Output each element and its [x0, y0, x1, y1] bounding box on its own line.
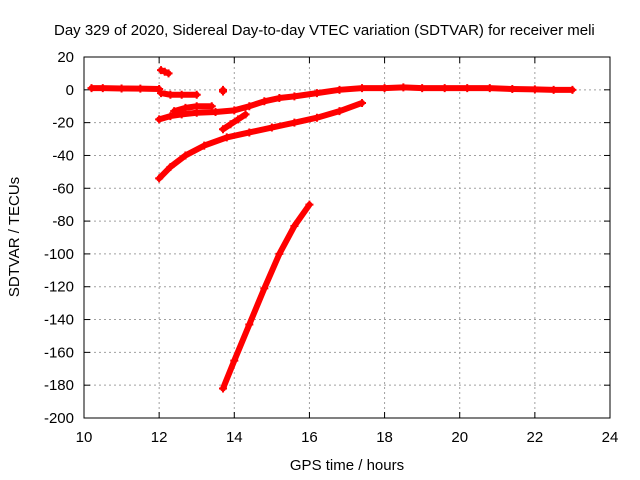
data-point: [335, 107, 344, 116]
x-tick-label: 14: [226, 429, 243, 446]
data-point: [226, 120, 235, 129]
data-point: [290, 92, 299, 101]
data-point: [219, 85, 228, 94]
data-point: [155, 174, 164, 183]
data-point: [358, 84, 367, 93]
chart-title: Day 329 of 2020, Sidereal Day-to-day VTE…: [54, 22, 595, 39]
data-point: [358, 98, 367, 107]
y-tick-label: 20: [57, 49, 74, 66]
x-tick-label: 20: [451, 429, 468, 446]
data-point: [164, 69, 173, 78]
data-point: [312, 113, 321, 122]
y-axis-label: SDTVAR / TECUs: [6, 177, 23, 297]
data-point: [508, 84, 517, 93]
y-tick-label: -140: [44, 312, 74, 329]
data-point: [157, 89, 166, 98]
data-point: [166, 112, 175, 121]
data-point: [98, 84, 107, 93]
axis-ticks: [83, 56, 611, 419]
data-point: [211, 107, 220, 116]
data-point: [192, 102, 201, 111]
x-axis-label: GPS time / hours: [290, 457, 404, 474]
data-point: [245, 320, 254, 329]
y-tick-label: -40: [52, 147, 74, 164]
data-point: [335, 85, 344, 94]
data-point: [181, 151, 190, 160]
plot-frame: [83, 56, 611, 419]
series-4-track: [171, 103, 215, 115]
data-point: [219, 125, 228, 134]
data-point: [485, 84, 494, 93]
data-point: [418, 84, 427, 93]
y-tick-label: -120: [44, 279, 74, 296]
y-tick-label: -80: [52, 213, 74, 230]
data-point: [305, 200, 314, 209]
y-tick-label: -20: [52, 115, 74, 132]
data-point: [157, 66, 166, 75]
data-point: [290, 118, 299, 127]
data-point: [87, 84, 96, 93]
x-tick-label: 10: [76, 429, 93, 446]
series-2-track: [158, 90, 200, 98]
x-tick-labels: 10 12 14 16 18 20 22 24: [76, 429, 619, 446]
data-point: [170, 107, 179, 116]
data-point: [312, 89, 321, 98]
data-point: [530, 85, 539, 94]
y-tick-label: -180: [44, 377, 74, 394]
data-point: [241, 110, 250, 119]
y-tick-label: -200: [44, 410, 74, 427]
data-point: [245, 128, 254, 137]
data-point: [177, 90, 186, 99]
data-point: [260, 97, 269, 106]
data-point: [222, 133, 231, 142]
y-tick-label: -100: [44, 246, 74, 263]
x-tick-label: 24: [602, 429, 619, 446]
data-point: [207, 102, 216, 111]
data-point: [117, 84, 126, 93]
data-point: [463, 84, 472, 93]
data-point: [192, 90, 201, 99]
x-tick-label: 12: [151, 429, 168, 446]
data-point: [267, 123, 276, 132]
data-point: [549, 85, 558, 94]
x-tick-label: 16: [301, 429, 318, 446]
data-marks: [87, 66, 577, 393]
data-point: [275, 94, 284, 103]
data-point: [230, 106, 239, 115]
y-tick-label: -160: [44, 344, 74, 361]
data-point: [181, 103, 190, 112]
data-point: [245, 102, 254, 111]
data-point: [380, 84, 389, 93]
data-point: [440, 84, 449, 93]
data-point: [160, 67, 169, 76]
x-tick-label: 22: [527, 429, 544, 446]
y-tick-labels: 20 0 -20 -40 -60 -80 -100 -120 -140 -160 -180 -200: [44, 49, 74, 427]
data-point: [399, 83, 408, 92]
data-point: [166, 90, 175, 99]
data-point: [166, 162, 175, 171]
data-point: [219, 384, 228, 393]
data-point: [230, 356, 239, 365]
data-point: [260, 284, 269, 293]
data-point: [275, 249, 284, 258]
data-point: [200, 141, 209, 150]
y-tick-label: 0: [66, 82, 74, 99]
data-point: [568, 85, 577, 94]
data-point: [155, 115, 164, 124]
data-point: [136, 84, 145, 93]
x-tick-label: 18: [376, 429, 393, 446]
data-point: [234, 115, 243, 124]
data-point: [290, 222, 299, 231]
series-5-track: [220, 111, 249, 133]
y-tick-label: -60: [52, 180, 74, 197]
